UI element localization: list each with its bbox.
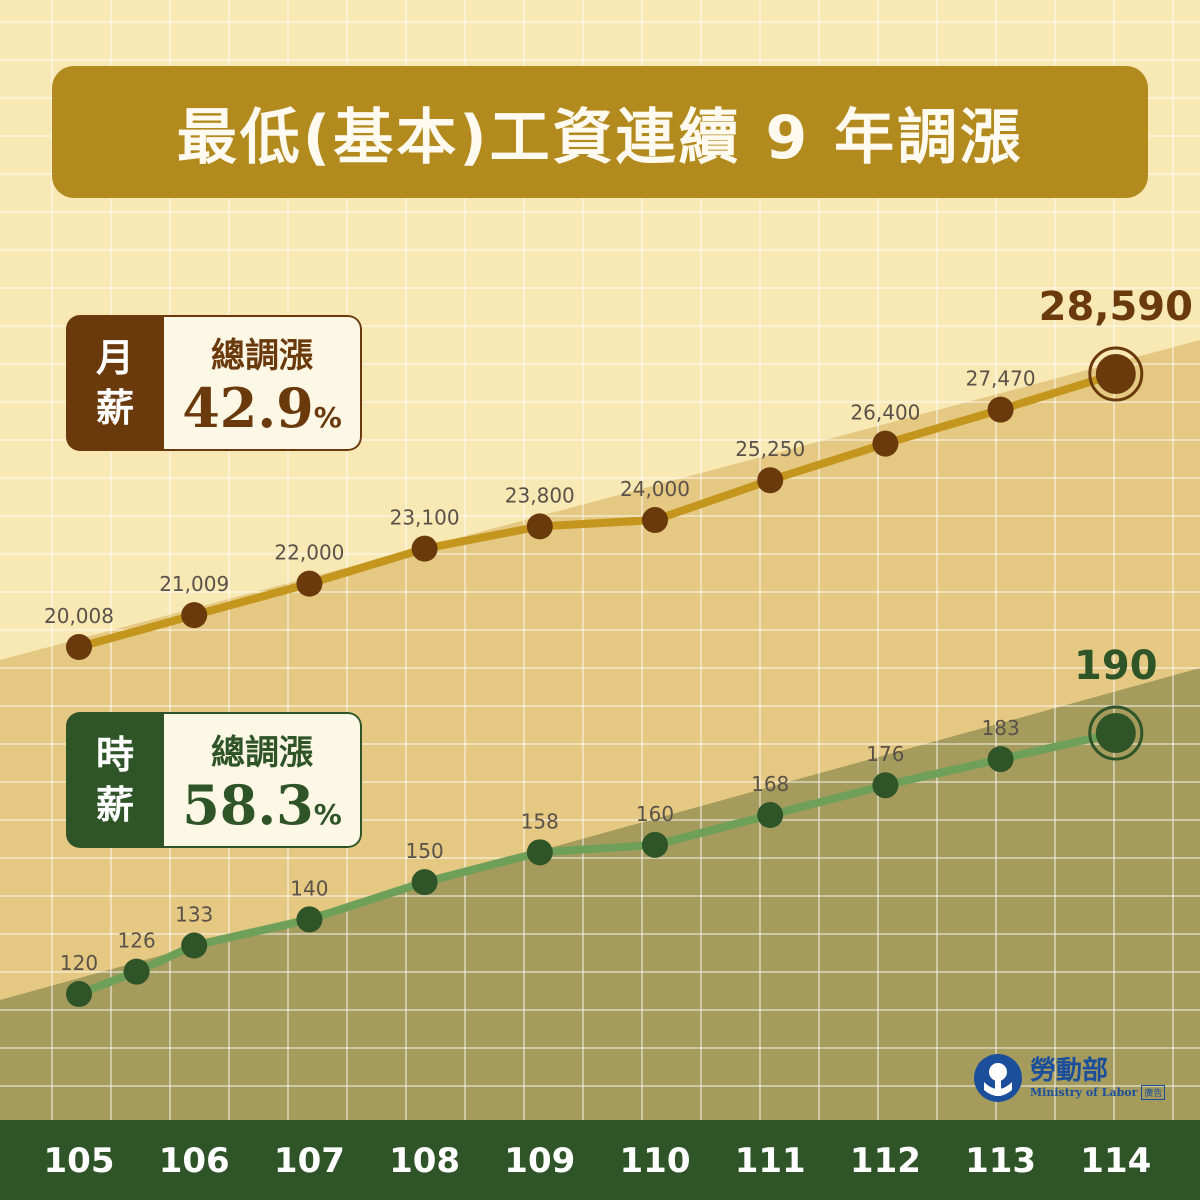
monthly-percent-sign: % [313, 400, 342, 434]
monthly-info: 總調漲 42.9% [164, 315, 362, 451]
monthly-wage-point-ring [1088, 346, 1144, 402]
x-tick-label: 113 [965, 1141, 1036, 1181]
monthly-tag-line2: 薪 [95, 386, 134, 430]
hourly-wage-badge: 時 薪 總調漲 58.3% [66, 712, 362, 848]
hourly-wage-point [642, 831, 668, 858]
hourly-wage-point-label: 126 [118, 929, 156, 953]
x-axis-band [0, 1120, 1200, 1200]
hourly-wage-point [757, 802, 784, 829]
hourly-wage-point [296, 906, 323, 933]
hourly-tag: 時 薪 [66, 712, 164, 848]
monthly-wage-point-label: 20,008 [44, 604, 114, 628]
monthly-wage-point [181, 602, 208, 629]
hourly-wage-point-label: 120 [60, 951, 98, 975]
hourly-wage-point [987, 746, 1014, 773]
hourly-wage-point-label: 160 [636, 802, 674, 826]
logo-english-row: Ministry of Labor 廣告 [1030, 1084, 1166, 1100]
monthly-increase-label: 總調漲 [211, 335, 313, 376]
hourly-wage-point-label: 158 [521, 809, 559, 833]
monthly-wage-point-label: 26,400 [850, 401, 920, 425]
hourly-wage-point [181, 932, 208, 959]
hourly-wage-point [123, 958, 150, 985]
monthly-wage-point [757, 467, 784, 494]
monthly-tag: 月 薪 [66, 315, 164, 451]
monthly-wage-point-label: 28,590 [1039, 284, 1193, 330]
x-tick-label: 109 [504, 1141, 575, 1181]
hourly-wage-point [526, 839, 553, 866]
hourly-percent-sign: % [313, 797, 342, 831]
monthly-wage-point-label: 24,000 [620, 477, 690, 501]
x-axis: 105 106 107 108 109 110 111 112 113 114 [0, 1120, 1200, 1200]
monthly-wage-point [642, 507, 668, 534]
monthly-wage-point-label: 27,470 [966, 367, 1036, 391]
monthly-increase-value: 42.9 [182, 375, 314, 440]
monthly-wage-point [1095, 354, 1136, 394]
title-banner: 最低(基本)工資連續 9 年調漲 [52, 66, 1148, 198]
hourly-increase-value-wrap: 58.3% [182, 774, 342, 836]
monthly-wage-point [296, 570, 323, 597]
logo-english-name: Ministry of Labor [1030, 1085, 1138, 1099]
monthly-wage-point [66, 634, 92, 660]
hourly-wage-point-ring [1088, 705, 1144, 761]
hourly-wage-point-label: 176 [866, 742, 904, 766]
x-tick-label: 111 [735, 1141, 806, 1181]
hourly-wage-point-label: 150 [406, 839, 444, 863]
hourly-tag-line1: 時 [95, 733, 134, 777]
hourly-wage-point-label: 183 [982, 716, 1020, 740]
ad-mark: 廣告 [1141, 1084, 1166, 1100]
hourly-wage-point [872, 772, 899, 799]
monthly-wage-line [75, 370, 1120, 651]
logo-chinese-name: 勞動部 [1030, 1055, 1109, 1086]
monthly-wage-point [526, 513, 553, 540]
monthly-wage-point-label: 21,009 [159, 572, 229, 596]
monthly-wage-point-label: 25,250 [735, 437, 805, 461]
hourly-increase-label: 總調漲 [211, 732, 313, 773]
monthly-wage-badge: 月 薪 總調漲 42.9% [66, 315, 362, 451]
hourly-wage-series: 120 126 133 140 150 158 160 168 176 183 190 [60, 643, 1158, 1007]
hourly-wage-point [66, 981, 92, 1007]
monthly-wage-point-label: 23,100 [390, 506, 460, 530]
chart-title: 最低(基本)工資連續 9 年調漲 [176, 102, 1024, 173]
x-tick-label: 110 [620, 1141, 691, 1181]
hourly-increase-value: 58.3 [182, 772, 314, 837]
x-tick-label: 105 [44, 1141, 115, 1181]
x-tick-label: 112 [850, 1141, 921, 1181]
x-tick-label: 106 [159, 1141, 230, 1181]
x-tick-label: 107 [274, 1141, 345, 1181]
logo-text: 勞動部 Ministry of Labor 廣告 [1030, 1055, 1166, 1100]
hourly-info: 總調漲 58.3% [164, 712, 362, 848]
x-tick-label: 108 [389, 1141, 460, 1181]
monthly-wage-series: 20,008 21,009 22,000 23,100 23,800 24,000 25,2… [44, 284, 1193, 660]
monthly-wage-point-label: 22,000 [274, 541, 344, 565]
hourly-wage-point-label: 140 [290, 876, 328, 900]
hourly-wage-point [1095, 713, 1136, 753]
hourly-wage-point [411, 869, 438, 896]
hourly-wage-point-label: 133 [175, 903, 213, 927]
monthly-wage-point [411, 535, 438, 562]
hourly-wage-point-label: 190 [1074, 643, 1158, 689]
x-tick-label: 114 [1080, 1141, 1151, 1181]
ministry-logo: 勞動部 Ministry of Labor 廣告 [972, 1050, 1184, 1106]
hourly-wage-point-label: 168 [751, 772, 789, 796]
chart-series: 20,008 21,009 22,000 23,100 23,800 24,000 25,2… [44, 284, 1193, 1007]
hourly-tag-line2: 薪 [95, 783, 134, 827]
monthly-increase-value-wrap: 42.9% [182, 377, 342, 439]
ministry-emblem-icon [974, 1054, 1022, 1102]
monthly-wage-point-label: 23,800 [505, 483, 575, 507]
monthly-tag-line1: 月 [95, 336, 134, 380]
monthly-wage-point [872, 430, 899, 457]
monthly-wage-point [987, 396, 1014, 423]
